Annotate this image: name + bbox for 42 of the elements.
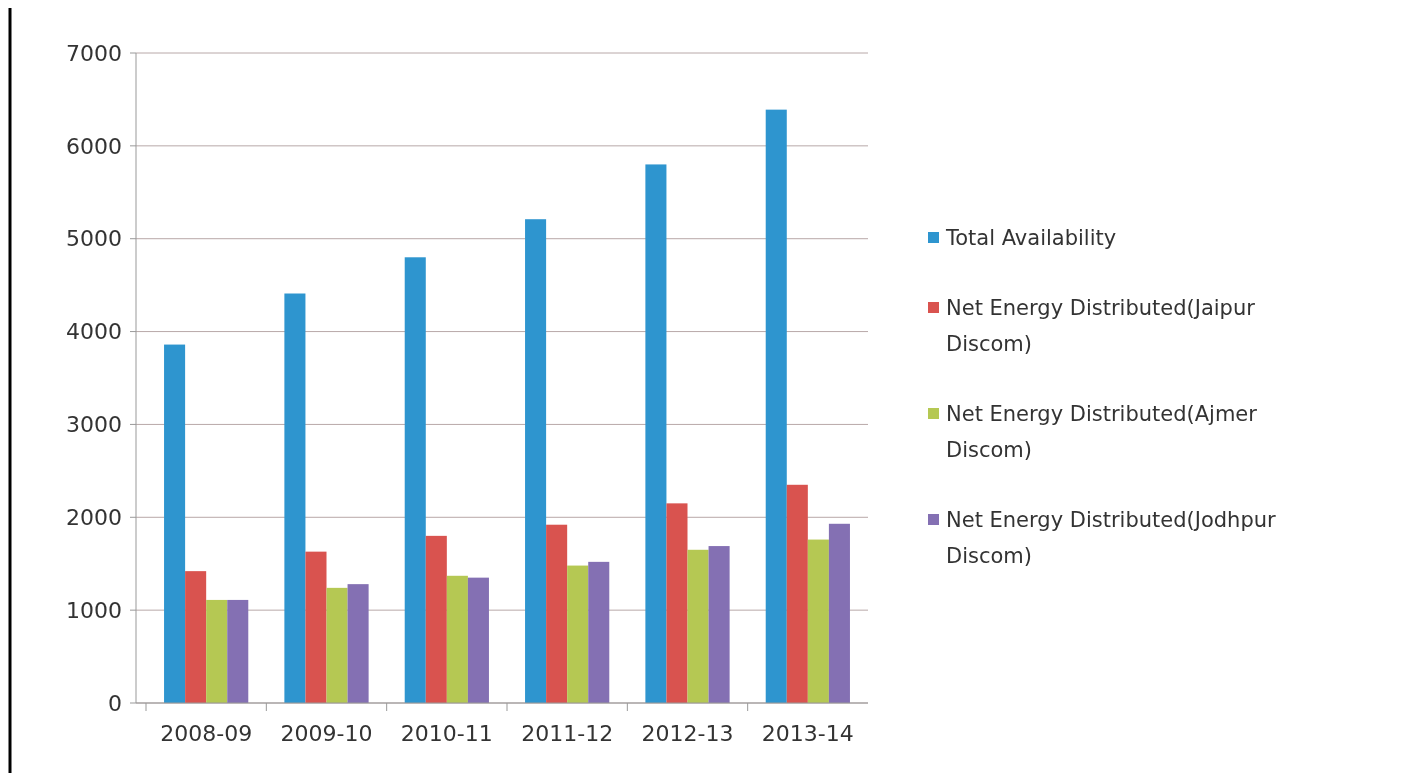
legend-label: Net Energy Distributed(Ajmer Discom) [946,402,1258,463]
bar [765,109,787,703]
bar [546,524,568,703]
bar [404,257,426,703]
x-tick-label: 2010-11 [400,721,493,746]
x-tick-label: 2013-14 [761,721,854,746]
bar [525,219,547,703]
bar [305,551,327,703]
bar [326,587,348,703]
y-tick-label: 7000 [66,40,122,66]
bar [708,546,730,703]
bar [687,549,709,703]
x-tick-label: 2012-13 [641,721,734,746]
bar [567,565,589,703]
bar [828,523,850,703]
y-tick-label: 2000 [66,504,122,530]
bar [467,577,489,703]
x-tick-label: 2011-12 [521,721,614,746]
y-tick-label: 5000 [66,226,122,252]
bar [645,164,667,703]
bar [786,484,808,703]
y-tick-label: 3000 [66,412,122,438]
legend-label: Total Availability [945,226,1117,251]
bar [425,535,447,703]
x-tick-label: 2009-10 [280,721,373,746]
bar [227,599,249,703]
bar [206,599,228,703]
bar [185,571,207,703]
bar [807,539,829,703]
x-tick-label: 2008-09 [160,721,253,746]
bar [666,503,688,703]
y-tick-label: 6000 [66,133,122,159]
y-tick-label: 1000 [66,597,122,623]
bar [588,561,610,703]
legend-label: Net Energy Distributed(Jaipur Discom) [946,296,1256,357]
y-tick-label: 0 [108,690,122,716]
legend-label: Net Energy Distributed(Jodhpur Discom) [946,508,1277,569]
y-tick-label: 4000 [66,319,122,345]
bar [284,293,306,703]
bar [446,575,468,703]
bar [347,584,369,703]
bar [164,344,186,703]
